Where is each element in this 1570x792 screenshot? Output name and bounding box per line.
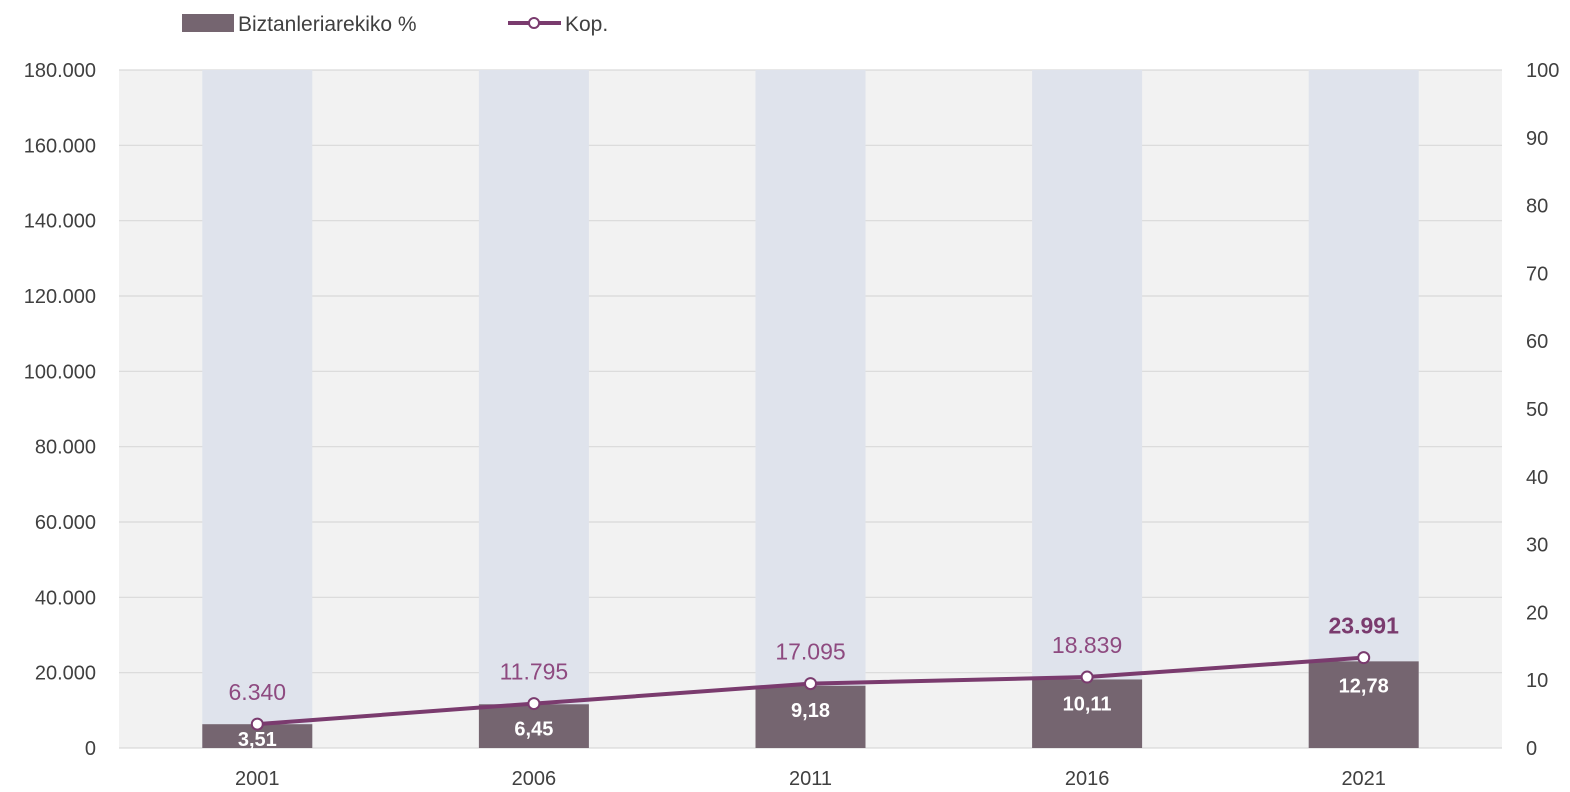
bar-data-label: 3,51 (238, 729, 277, 751)
legend-bar-swatch (182, 14, 234, 32)
legend-line-marker (528, 17, 540, 29)
left-axis-ticks: 0 20.000 40.000 60.000 80.000 100.000 120.000 1… (24, 60, 96, 760)
right-axis-tick-label: 60 (1526, 331, 1548, 353)
bar (202, 724, 313, 748)
bars (202, 661, 1419, 748)
background-bar (202, 70, 313, 748)
line-data-label: 17.095 (775, 639, 845, 665)
left-axis-tick-label: 20.000 (35, 663, 96, 685)
left-axis-tick-label: 60.000 (35, 512, 96, 534)
bar (1308, 661, 1419, 748)
bar-data-label: 9,18 (791, 700, 830, 722)
right-axis-tick-label: 80 (1526, 196, 1548, 218)
line-point (1080, 670, 1094, 684)
x-axis-tick-label: 2021 (1341, 768, 1386, 790)
legend: Biztanleriarekiko % Kop. (182, 13, 608, 36)
line-data-label: 11.795 (500, 659, 569, 685)
line-point (527, 697, 541, 711)
line-data-labels: 6.340 11.795 17.095 18.839 23.991 (229, 613, 1400, 705)
line-data-label: 6.340 (229, 679, 287, 705)
bar-data-label: 6,45 (514, 718, 553, 740)
bar (755, 685, 866, 748)
right-axis-tick-label: 30 (1526, 535, 1548, 557)
background-bar (478, 70, 589, 748)
line-point (1357, 651, 1371, 665)
left-axis-tick-label: 0 (85, 738, 96, 760)
background-bars (202, 70, 1419, 748)
x-axis-ticks: 2001 2006 2011 2016 2021 (235, 768, 1386, 790)
background-bar (1308, 70, 1419, 748)
right-axis-tick-label: 0 (1526, 738, 1537, 760)
legend-bar-label: Biztanleriarekiko % (238, 13, 417, 36)
x-axis-tick-label: 2011 (789, 768, 832, 790)
right-axis-tick-label: 10 (1526, 670, 1548, 692)
bar-data-labels: 3,51 6,45 9,18 10,11 12,78 (238, 675, 1389, 751)
left-axis-tick-label: 160.000 (24, 135, 96, 157)
left-axis-tick-label: 180.000 (24, 60, 96, 82)
bar (478, 704, 589, 748)
x-axis-tick-label: 2001 (235, 768, 280, 790)
x-axis-tick-label: 2006 (512, 768, 557, 790)
right-axis-tick-label: 20 (1526, 602, 1548, 624)
right-axis-tick-label: 50 (1526, 399, 1548, 421)
line-data-label: 23.991 (1329, 613, 1400, 639)
left-axis-tick-label: 120.000 (24, 286, 96, 308)
line-point (804, 677, 817, 691)
background-bar (755, 70, 866, 748)
right-axis-tick-label: 70 (1526, 263, 1548, 285)
line-point (250, 717, 264, 731)
line-data-label: 18.839 (1052, 632, 1122, 658)
left-axis-tick-label: 100.000 (24, 361, 96, 383)
right-axis-ticks: 0 10 20 30 40 50 60 70 80 90 100 (1526, 60, 1559, 760)
left-axis-tick-label: 80.000 (35, 437, 96, 459)
left-axis-tick-label: 140.000 (24, 211, 96, 233)
right-axis-tick-label: 40 (1526, 467, 1548, 489)
left-axis-tick-label: 40.000 (35, 587, 96, 609)
legend-line-label: Kop. (565, 13, 608, 36)
bar-data-label: 10,11 (1063, 693, 1112, 715)
right-axis-tick-label: 100 (1526, 60, 1559, 82)
x-axis-tick-label: 2016 (1065, 768, 1110, 790)
line-series (250, 651, 1371, 731)
right-axis-tick-label: 90 (1526, 128, 1548, 150)
bar-data-label: 12,78 (1339, 675, 1389, 697)
background-bar (1032, 70, 1143, 748)
bar (1032, 679, 1143, 748)
